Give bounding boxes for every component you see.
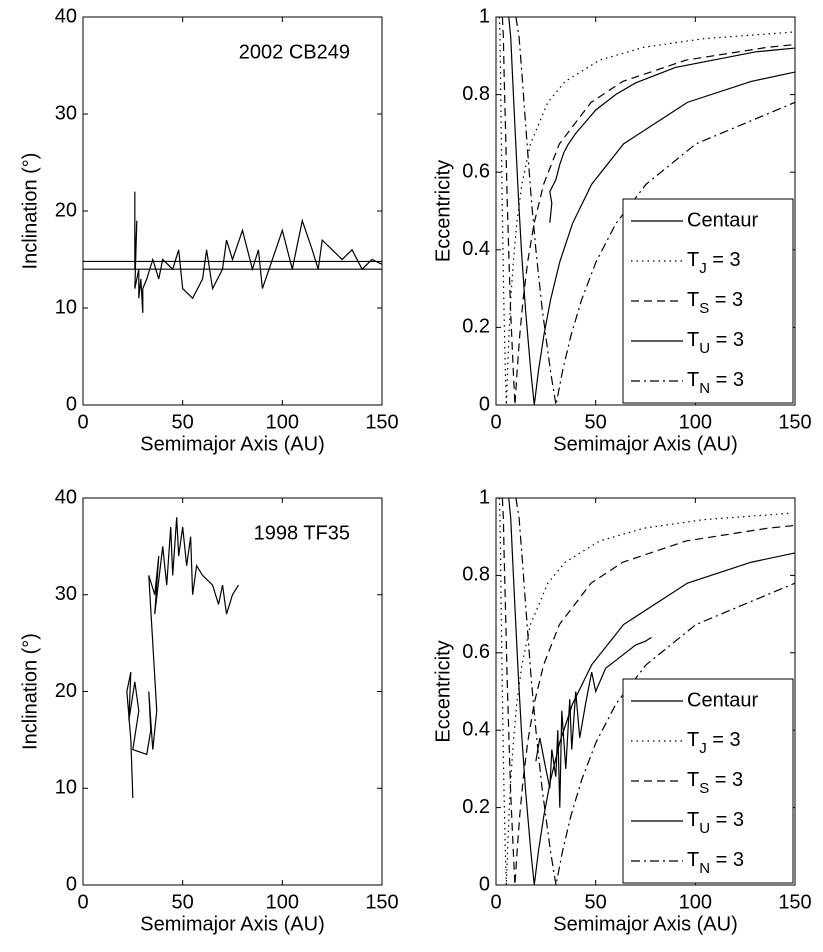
y-tick-label: 10 <box>55 296 77 318</box>
x-tick-label: 150 <box>365 891 398 913</box>
legend-label: TU = 3 <box>687 329 744 357</box>
x-tick-label: 50 <box>172 891 194 913</box>
data-line <box>501 497 796 886</box>
data-line <box>498 16 793 406</box>
panel: 0 50 100 150 0 10 20 30 40 Semimajor Axis (AU) Inc… <box>19 486 398 935</box>
legend-label: TS = 3 <box>687 769 743 797</box>
y-tick-label: 30 <box>55 102 77 124</box>
x-tick-label: 100 <box>679 411 712 433</box>
panel: 0 50 100 150 0 0.2 0.4 0.6 0.8 1 Semimajor Axis (A… <box>432 486 811 935</box>
x-tick-label: 50 <box>585 891 607 913</box>
data-line <box>515 16 796 406</box>
panel: 0 50 100 150 0 10 20 30 40 Semimajor Axis (AU) Inc… <box>19 5 398 455</box>
y-tick-label: 0 <box>479 393 490 415</box>
data-line <box>501 16 796 406</box>
x-tick-label: 50 <box>172 411 194 433</box>
y-tick-label: 0.4 <box>462 718 490 740</box>
y-tick-label: 0.6 <box>462 160 490 182</box>
plot-area <box>82 497 383 886</box>
x-tick-label: 0 <box>77 411 88 433</box>
x-tick-label: 100 <box>266 411 299 433</box>
x-axis-label: Semimajor Axis (AU) <box>140 913 324 935</box>
y-axis-label: Inclination (°) <box>19 633 41 750</box>
x-axis-label: Semimajor Axis (AU) <box>553 433 737 455</box>
y-tick-label: 1 <box>479 5 490 27</box>
x-tick-label: 150 <box>365 411 398 433</box>
plot-area <box>82 16 383 406</box>
y-tick-label: 40 <box>55 5 77 27</box>
data-line <box>535 636 652 808</box>
data-line <box>498 497 793 886</box>
y-tick-label: 0.8 <box>462 564 490 586</box>
legend-label: TJ = 3 <box>687 729 741 757</box>
data-line <box>549 47 796 223</box>
legend-label: TS = 3 <box>687 289 743 317</box>
y-tick-label: 10 <box>55 777 77 799</box>
y-tick-label: 40 <box>55 486 77 508</box>
x-axis-label: Semimajor Axis (AU) <box>553 913 737 935</box>
y-tick-label: 1 <box>479 486 490 508</box>
y-tick-label: 0 <box>479 873 490 895</box>
y-tick-label: 0 <box>66 873 77 895</box>
annotation: 1998 TF35 <box>254 522 350 544</box>
legend-label: Centaur <box>687 689 758 711</box>
x-tick-label: 100 <box>679 891 712 913</box>
x-tick-label: 150 <box>778 891 811 913</box>
x-tick-label: 0 <box>490 891 501 913</box>
legend-label: TU = 3 <box>687 809 744 837</box>
y-tick-label: 20 <box>55 199 77 221</box>
y-tick-label: 0.8 <box>462 83 490 105</box>
x-tick-label: 150 <box>778 411 811 433</box>
data-line <box>134 191 383 313</box>
legend-label: Centaur <box>687 209 758 231</box>
y-axis-label: Eccentricity <box>432 640 454 742</box>
y-tick-label: 30 <box>55 583 77 605</box>
x-axis-label: Semimajor Axis (AU) <box>140 433 324 455</box>
legend-label: TN = 3 <box>687 369 744 397</box>
data-line <box>508 16 796 406</box>
y-tick-label: 0.4 <box>462 238 490 260</box>
x-tick-label: 0 <box>490 411 501 433</box>
annotation: 2002 CB249 <box>239 41 350 63</box>
y-tick-label: 20 <box>55 680 77 702</box>
data-line <box>126 517 239 798</box>
y-axis-label: Eccentricity <box>432 160 454 262</box>
panel: 0 50 100 150 0 0.2 0.4 0.6 0.8 1 Semimajor Axis (A… <box>432 5 811 455</box>
data-line <box>508 497 796 886</box>
y-tick-label: 0 <box>66 393 77 415</box>
y-tick-label: 0.2 <box>462 796 490 818</box>
legend-label: TN = 3 <box>687 849 744 877</box>
y-tick-label: 0.6 <box>462 641 490 663</box>
x-tick-label: 50 <box>585 411 607 433</box>
x-tick-label: 100 <box>266 891 299 913</box>
y-tick-label: 0.2 <box>462 316 490 338</box>
y-axis-label: Inclination (°) <box>19 153 41 270</box>
legend-label: TJ = 3 <box>687 249 741 277</box>
x-tick-label: 0 <box>77 891 88 913</box>
